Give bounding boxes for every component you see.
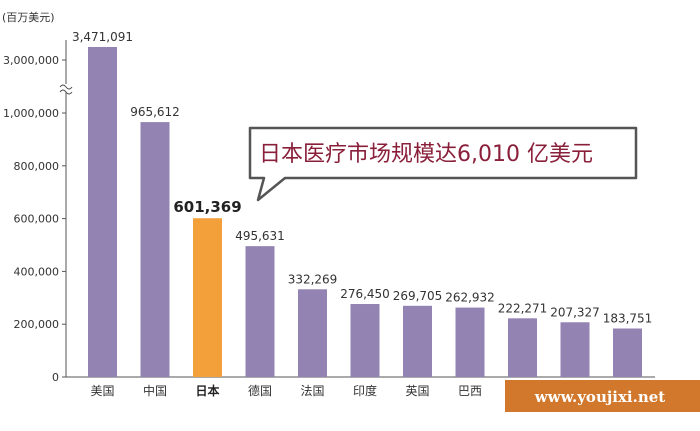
value-label: 183,751 (603, 311, 653, 325)
y-tick-label: 0 (52, 371, 59, 384)
category-label: 法国 (300, 384, 324, 398)
value-label: 269,705 (393, 289, 443, 303)
value-label: 262,932 (445, 291, 495, 305)
callout-text: 日本医疗市场规模达6,010 亿美元 (259, 142, 593, 167)
category-label: 德国 (248, 383, 272, 398)
value-label: 207,327 (550, 305, 600, 319)
bars (88, 47, 642, 377)
category-label: 日本 (195, 383, 219, 398)
y-tick-label: 200,000 (14, 318, 60, 331)
y-tick-label: 1,000,000 (3, 107, 59, 120)
bar (613, 328, 642, 377)
value-label: 495,631 (235, 229, 285, 243)
value-label: 601,369 (173, 198, 241, 216)
bar-highlight (193, 218, 222, 377)
value-label: 276,450 (340, 287, 390, 301)
bar (88, 47, 117, 377)
category-label: 印度 (353, 383, 377, 398)
value-label: 332,269 (288, 272, 338, 286)
watermark-background (505, 380, 700, 412)
bar (455, 307, 485, 377)
bar (140, 122, 170, 377)
axis-break-mark (59, 84, 73, 95)
value-label: 965,612 (130, 105, 180, 119)
y-tick-label: 400,000 (14, 265, 60, 278)
watermark-text: www.youjixi.net (534, 388, 666, 406)
y-tick-label: 600,000 (14, 213, 60, 226)
value-label: 222,271 (498, 301, 548, 315)
category-label: 巴西 (458, 384, 482, 398)
unit-label: (百万美元) (2, 11, 55, 24)
value-label: 3,471,091 (72, 30, 133, 44)
category-label: 英国 (405, 384, 429, 398)
labels: 3,471,091 美国 965,612 中国 601,369 日本 495,631 德国 33… (72, 30, 652, 398)
category-label: 中国 (143, 383, 167, 398)
callout-bubble (248, 126, 638, 202)
category-label: 美国 (90, 384, 114, 398)
bar (245, 246, 275, 377)
y-tick-label: 800,000 (14, 160, 60, 173)
bar (560, 322, 590, 377)
bar (298, 289, 327, 377)
watermark: www.youjixi.net (505, 380, 700, 412)
callout-box: 日本医疗市场规模达6,010 亿美元 (248, 126, 638, 202)
bar (403, 305, 432, 377)
bar (508, 318, 537, 377)
bar (350, 304, 380, 377)
y-tick-label: 3,000,000 (3, 54, 59, 67)
